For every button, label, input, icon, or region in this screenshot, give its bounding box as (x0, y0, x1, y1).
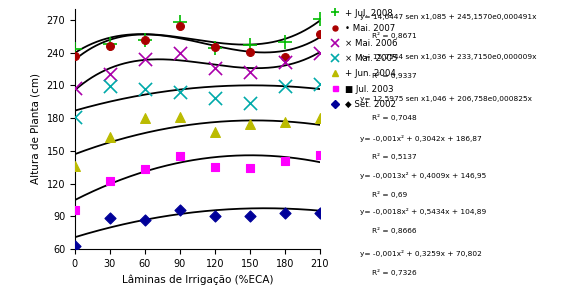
Point (175, 115, 184, 119)
Point (175, 207, 184, 212)
Point (315, 82, 324, 87)
Point (210, 130, 219, 135)
Point (315, 32, 324, 37)
Point (140, 116, 149, 121)
Point (70, 85, 79, 90)
Point (70, 164, 79, 169)
Point (210, 96, 219, 101)
Point (280, 60, 289, 65)
Text: R² = 0,7326: R² = 0,7326 (372, 268, 416, 276)
Point (105, 84, 115, 89)
Text: y= -0,0018x² + 0,5434x + 104,89: y= -0,0018x² + 0,5434x + 104,89 (360, 208, 486, 215)
Point (140, 167, 149, 172)
Point (70, 207, 79, 212)
Text: y= -0,001x² + 0,3259x + 70,802: y= -0,001x² + 0,3259x + 70,802 (360, 250, 482, 257)
Point (175, 24, 184, 29)
Point (105, 72, 115, 77)
Point (245, 166, 255, 171)
Text: R² = 0,69: R² = 0,69 (372, 190, 407, 198)
Point (280, 120, 289, 125)
Point (210, 46, 219, 51)
Point (210, 165, 219, 170)
Point (210, 65, 219, 70)
Point (70, 243, 79, 248)
Point (280, 158, 289, 163)
Y-axis label: Altura de Planta (cm): Altura de Planta (cm) (31, 74, 41, 184)
Point (245, 43, 255, 47)
Point (210, 45, 219, 50)
Legend: + Jul. 2008, • Mai. 2007, × Mai. 2006, × Mai. 2005, + Jun. 2004, ■ Jul. 2003, ◆ : + Jul. 2008, • Mai. 2007, × Mai. 2006, ×… (327, 8, 398, 109)
Point (105, 44, 115, 49)
Point (175, 89, 184, 94)
X-axis label: Lâminas de Irrigação (%ECA): Lâminas de Irrigação (%ECA) (122, 274, 273, 285)
Point (105, 179, 115, 184)
Text: R² = 0,8671: R² = 0,8671 (372, 32, 416, 39)
Point (140, 37, 149, 42)
Point (245, 49, 255, 54)
Point (245, 70, 255, 75)
Point (105, 134, 115, 139)
Point (280, 39, 289, 44)
Point (280, 84, 289, 89)
Point (245, 214, 255, 219)
Text: y= -0,0013x² + 0,4009x + 146,95: y= -0,0013x² + 0,4009x + 146,95 (360, 172, 486, 179)
Text: y= 14,6447 sen x1,085 + 245,1570e0,000491x: y= 14,6447 sen x1,085 + 245,1570e0,00049… (360, 14, 536, 20)
Point (315, 153, 324, 158)
Point (245, 121, 255, 126)
Point (105, 216, 115, 221)
Point (70, 47, 79, 52)
Point (315, 16, 324, 21)
Point (140, 217, 149, 222)
Point (140, 57, 149, 62)
Point (175, 20, 184, 25)
Point (105, 41, 115, 46)
Text: y= -0,001x² + 0,3042x + 186,87: y= -0,001x² + 0,3042x + 186,87 (360, 134, 482, 142)
Point (315, 50, 324, 55)
Point (140, 37, 149, 42)
Point (175, 50, 184, 55)
Point (70, 53, 79, 58)
Point (245, 100, 255, 105)
Point (210, 214, 219, 219)
Point (315, 211, 324, 215)
Point (175, 154, 184, 159)
Point (315, 116, 324, 121)
Text: R² = 0,8666: R² = 0,8666 (372, 226, 416, 234)
Text: y= 12,5975 sen x1,046 + 206,758e0,000825x: y= 12,5975 sen x1,046 + 206,758e0,000825… (360, 96, 532, 102)
Point (140, 86, 149, 91)
Point (70, 115, 79, 119)
Text: R² = 0,7048: R² = 0,7048 (372, 114, 416, 121)
Point (280, 211, 289, 215)
Text: y= 15,7544 sen x1,036 + 233,7150e0,000009x: y= 15,7544 sen x1,036 + 233,7150e0,00000… (360, 54, 536, 60)
Text: R² = 0,9337: R² = 0,9337 (372, 72, 416, 79)
Point (280, 55, 289, 59)
Text: R² = 0,5137: R² = 0,5137 (372, 153, 416, 160)
